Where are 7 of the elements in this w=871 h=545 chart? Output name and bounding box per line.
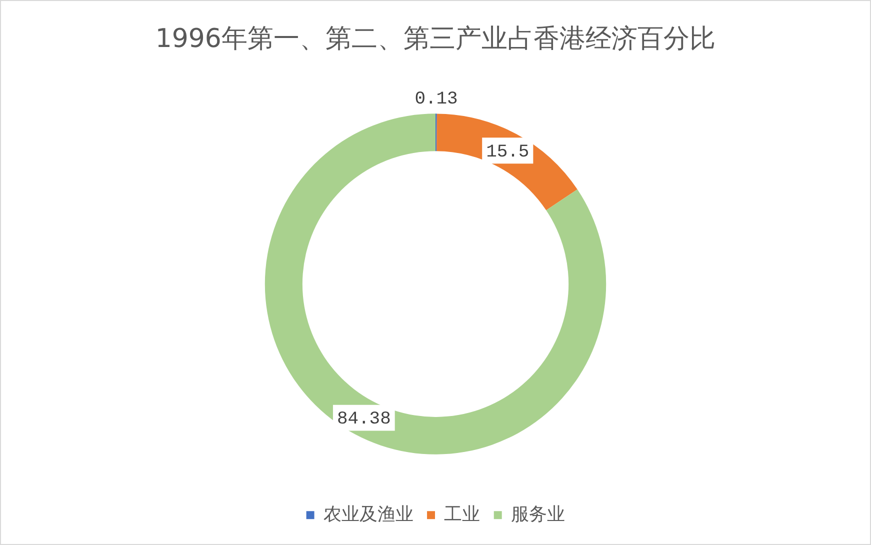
legend-label: 工业 (444, 504, 480, 525)
data-label: 84.38 (336, 410, 391, 430)
data-label: 15.5 (486, 142, 530, 162)
chart-title: 1996年第一、第二、第三产业占香港经济百分比 (155, 24, 716, 54)
data-label: 0.13 (414, 90, 458, 110)
legend-label: 服务业 (510, 504, 565, 525)
legend-label: 农业及渔业 (323, 504, 414, 525)
